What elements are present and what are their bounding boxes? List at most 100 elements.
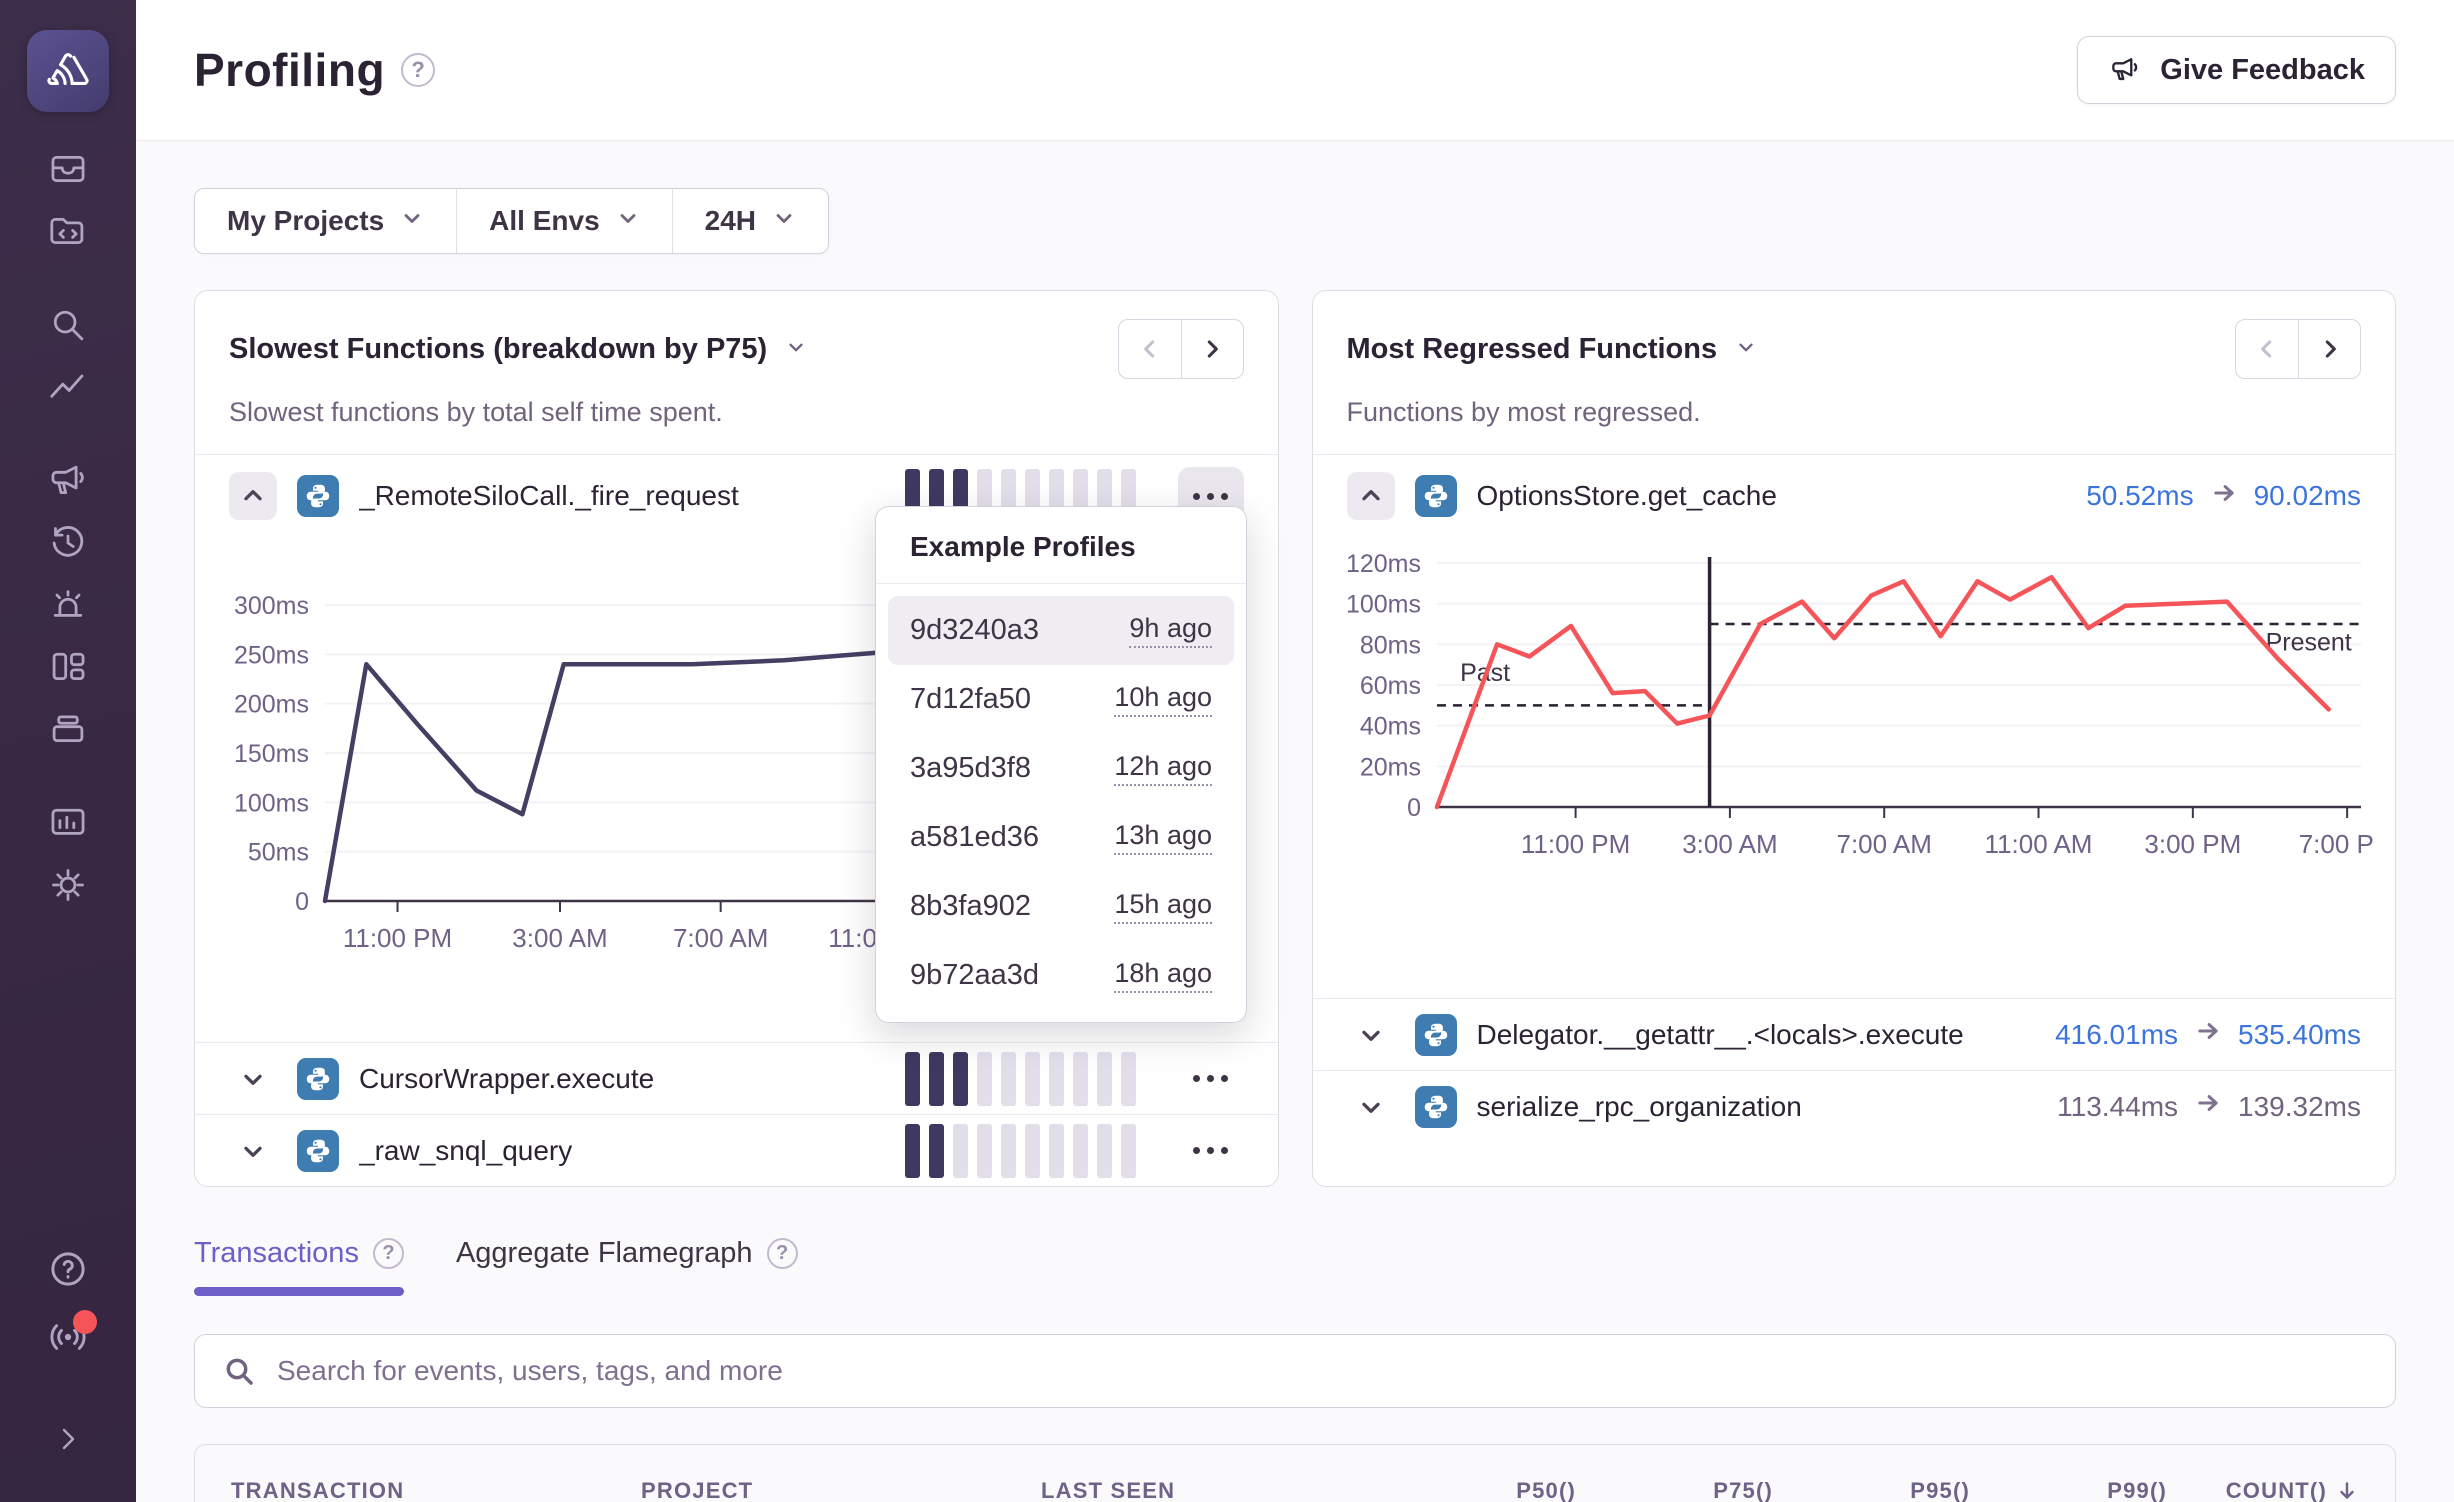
col-count-label: COUNT() bbox=[2225, 1477, 2327, 1502]
profile-item[interactable]: 9d3240a3 9h ago bbox=[888, 596, 1234, 665]
sidebar-item-whats-new[interactable] bbox=[37, 1306, 99, 1368]
regressed-panel-title[interactable]: Most Regressed Functions bbox=[1346, 332, 1718, 365]
expand-row-button[interactable] bbox=[229, 1055, 277, 1103]
col-p50[interactable]: P50() bbox=[1516, 1477, 1576, 1502]
sidebar-item-search[interactable] bbox=[37, 294, 99, 356]
profile-id[interactable]: 3a95d3f8 bbox=[910, 752, 1031, 784]
svg-text:120ms: 120ms bbox=[1345, 550, 1420, 578]
before-duration: 113.44ms bbox=[2057, 1090, 2179, 1122]
sidebar-item-insights[interactable] bbox=[37, 698, 99, 760]
profile-timestamp[interactable]: 9h ago bbox=[1129, 613, 1212, 648]
col-project[interactable]: PROJECT bbox=[641, 1477, 754, 1502]
chevron-down-icon bbox=[244, 1146, 262, 1157]
profile-id[interactable]: 9b72aa3d bbox=[910, 959, 1040, 991]
search-input[interactable] bbox=[277, 1355, 2367, 1387]
function-name[interactable]: CursorWrapper.execute bbox=[359, 1062, 655, 1094]
svg-text:150ms: 150ms bbox=[234, 740, 309, 768]
collapse-row-button[interactable] bbox=[229, 472, 277, 520]
profile-id[interactable]: 9d3240a3 bbox=[910, 614, 1040, 646]
profile-id[interactable]: 8b3fa902 bbox=[910, 890, 1031, 922]
pager-next-button[interactable] bbox=[2298, 320, 2360, 378]
sidebar-item-issues[interactable] bbox=[37, 138, 99, 200]
sidebar-item-settings[interactable] bbox=[37, 854, 99, 916]
expand-row-button[interactable] bbox=[1347, 1083, 1395, 1131]
pager-prev-button[interactable] bbox=[2236, 320, 2298, 378]
slowest-panel-title[interactable]: Slowest Functions (breakdown by P75) bbox=[229, 332, 768, 365]
expand-row-button[interactable] bbox=[1347, 1011, 1395, 1059]
tab-help-icon[interactable]: ? bbox=[766, 1238, 798, 1269]
function-name[interactable]: _RemoteSiloCall._fire_request bbox=[359, 480, 739, 511]
function-row[interactable]: _raw_snql_query bbox=[195, 1114, 1278, 1186]
python-platform-icon bbox=[1414, 1085, 1457, 1128]
profile-timestamp[interactable]: 12h ago bbox=[1114, 751, 1212, 786]
sidebar-collapse-toggle[interactable] bbox=[37, 1408, 99, 1470]
function-row[interactable]: CursorWrapper.execute bbox=[195, 1042, 1278, 1114]
megaphone-icon bbox=[51, 465, 84, 494]
sidebar-item-alerts[interactable] bbox=[37, 574, 99, 636]
profile-id[interactable]: a581ed36 bbox=[910, 821, 1040, 853]
histogram-bar bbox=[1096, 1051, 1112, 1106]
profile-id[interactable]: 7d12fa50 bbox=[910, 683, 1031, 715]
tab-help-icon[interactable]: ? bbox=[372, 1238, 404, 1269]
profile-timestamp[interactable]: 15h ago bbox=[1114, 889, 1212, 924]
after-duration-link[interactable]: 90.02ms bbox=[2253, 480, 2361, 511]
pager-next-button[interactable] bbox=[1180, 320, 1243, 378]
chevron-right-icon bbox=[62, 1428, 75, 1450]
date-range-filter-dropdown[interactable]: 24H bbox=[671, 189, 828, 253]
function-name[interactable]: serialize_rpc_organization bbox=[1476, 1090, 1802, 1122]
environment-filter-dropdown[interactable]: All Envs bbox=[456, 189, 671, 253]
page-help-icon[interactable]: ? bbox=[401, 53, 436, 87]
after-duration-link[interactable]: 535.40ms bbox=[2238, 1018, 2361, 1050]
sidebar-item-replays[interactable] bbox=[37, 512, 99, 574]
sidebar-item-dashboards[interactable] bbox=[37, 636, 99, 698]
sentry-logo[interactable] bbox=[27, 30, 109, 112]
col-p75[interactable]: P75() bbox=[1713, 1477, 1773, 1502]
profile-timestamp[interactable]: 13h ago bbox=[1114, 820, 1212, 855]
sidebar-item-explore[interactable] bbox=[37, 200, 99, 262]
regressed-panel-header: Most Regressed Functions Functions by mo… bbox=[1312, 291, 2395, 455]
function-name[interactable]: OptionsStore.get_cache bbox=[1476, 480, 1777, 511]
col-transaction[interactable]: TRANSACTION bbox=[231, 1477, 405, 1502]
tab-aggregate-flamegraph[interactable]: Aggregate Flamegraph ? bbox=[456, 1237, 798, 1296]
col-p95[interactable]: P95() bbox=[1910, 1477, 1970, 1502]
example-profiles-button[interactable] bbox=[1178, 1050, 1244, 1108]
sidebar-item-help[interactable] bbox=[37, 1238, 99, 1300]
profile-timestamp[interactable]: 18h ago bbox=[1114, 958, 1212, 993]
project-filter-dropdown[interactable]: My Projects bbox=[195, 189, 456, 253]
pager-prev-button[interactable] bbox=[1119, 320, 1181, 378]
function-row[interactable]: serialize_rpc_organization 113.44ms 139.… bbox=[1312, 1070, 2395, 1142]
svg-text:80ms: 80ms bbox=[1359, 631, 1420, 659]
profile-item[interactable]: a581ed36 13h ago bbox=[888, 803, 1234, 872]
expand-row-button[interactable] bbox=[229, 1127, 277, 1175]
example-profiles-button[interactable] bbox=[1178, 1122, 1244, 1180]
col-p99[interactable]: P99() bbox=[2107, 1477, 2167, 1502]
profile-item[interactable]: 3a95d3f8 12h ago bbox=[888, 734, 1234, 803]
regressed-panel-subtitle: Functions by most regressed. bbox=[1346, 397, 1701, 427]
svg-text:250ms: 250ms bbox=[234, 641, 309, 669]
col-count-sorted[interactable]: COUNT() bbox=[2167, 1478, 2359, 1502]
profile-item[interactable]: 8b3fa902 15h ago bbox=[888, 872, 1234, 941]
function-name[interactable]: Delegator.__getattr__.<locals>.execute bbox=[1476, 1018, 1964, 1050]
before-duration-link[interactable]: 416.01ms bbox=[2055, 1018, 2179, 1050]
sidebar-item-feedback[interactable] bbox=[37, 450, 99, 512]
function-name[interactable]: _raw_snql_query bbox=[359, 1134, 573, 1166]
profile-item[interactable]: 7d12fa50 10h ago bbox=[888, 665, 1234, 734]
give-feedback-button[interactable]: Give Feedback bbox=[2077, 36, 2396, 104]
profiles-list: 9d3240a3 9h ago 7d12fa50 10h ago 3a95d3f8 12h… bbox=[876, 584, 1246, 1022]
collapse-row-button[interactable] bbox=[1346, 472, 1395, 520]
svg-text:7:00 AM: 7:00 AM bbox=[1836, 829, 1931, 859]
svg-text:0: 0 bbox=[295, 888, 309, 916]
sidebar-item-stats[interactable] bbox=[37, 792, 99, 854]
function-row[interactable]: Delegator.__getattr__.<locals>.execute 4… bbox=[1312, 998, 2395, 1070]
search-bar bbox=[194, 1334, 2396, 1408]
profile-timestamp[interactable]: 10h ago bbox=[1114, 682, 1212, 717]
col-last-seen[interactable]: LAST SEEN bbox=[1041, 1477, 1176, 1502]
help-icon bbox=[51, 1252, 85, 1286]
svg-text:0: 0 bbox=[1407, 794, 1421, 822]
before-duration-link[interactable]: 50.52ms bbox=[2086, 480, 2194, 511]
profile-item[interactable]: 9b72aa3d 18h ago bbox=[888, 941, 1234, 1010]
tab-transactions[interactable]: Transactions ? bbox=[194, 1237, 404, 1296]
sidebar-item-performance[interactable] bbox=[37, 356, 99, 418]
function-row[interactable]: OptionsStore.get_cache 50.52ms 90.02ms bbox=[1313, 455, 2396, 537]
